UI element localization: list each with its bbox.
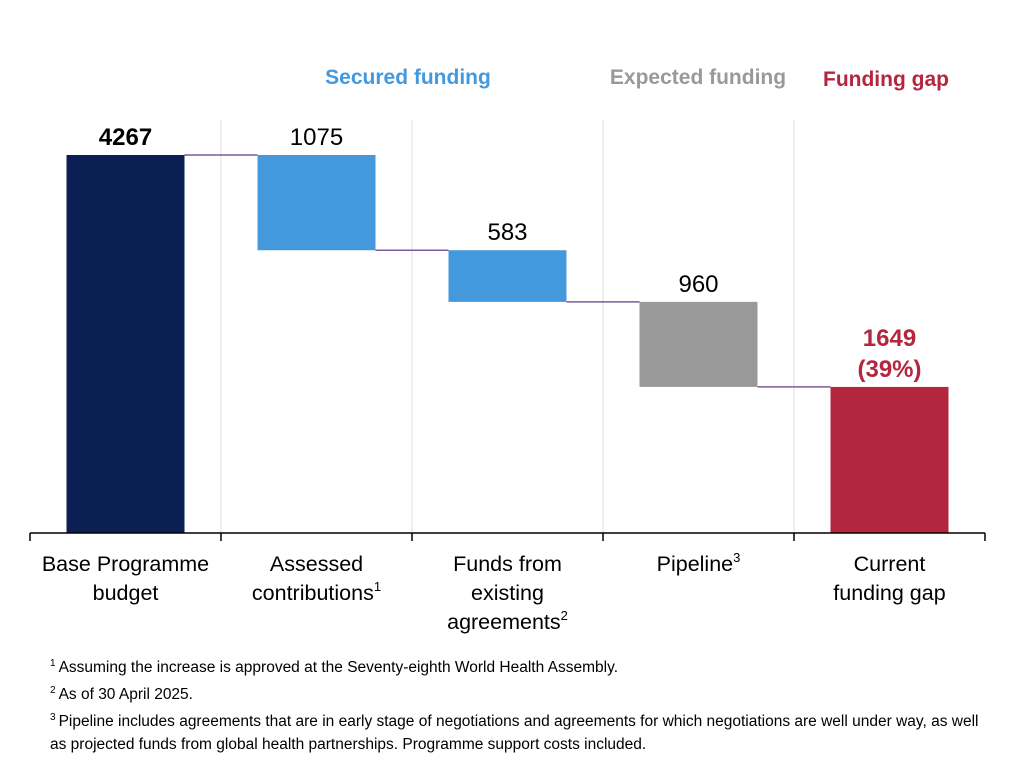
footnote-3: 3 Pipeline includes agreements that are i…: [50, 706, 990, 756]
gridlines: [220, 120, 795, 533]
waterfall-chart: Secured funding Expected funding Funding…: [29, 66, 986, 634]
bar: [830, 386, 949, 533]
legend-secured-funding: Secured funding: [325, 66, 491, 89]
bars: [66, 155, 949, 533]
bar: [257, 155, 376, 251]
legend: Secured funding Expected funding Funding…: [325, 66, 949, 91]
footnotes: 1 Assuming the increase is approved at th…: [50, 652, 990, 756]
connectors: [184, 154, 831, 388]
value-label: 583: [487, 219, 527, 246]
legend-funding-gap: Funding gap: [823, 68, 949, 91]
footnote-3-marker: 3: [50, 712, 56, 723]
value-labels: 4267 1075 583 960 1649 (39%): [99, 124, 922, 383]
bar: [639, 301, 758, 387]
footnote-1-marker: 1: [50, 658, 56, 669]
category-label: Assessed contributions1: [252, 552, 381, 605]
legend-expected-funding: Expected funding: [610, 66, 786, 89]
value-label: 960: [678, 271, 718, 298]
bar: [448, 250, 567, 302]
bar: [66, 155, 185, 533]
value-label: 4267: [99, 124, 152, 151]
footnote-1: 1 Assuming the increase is approved at th…: [50, 652, 990, 679]
footnote-3-text: Pipeline includes agreements that are in…: [50, 713, 979, 753]
category-label: Funds from existing agreements2: [447, 552, 568, 634]
footnote-2-marker: 2: [50, 685, 56, 696]
category-labels: Base Programme budget Assessed contribution…: [29, 533, 986, 634]
value-label: 1075: [290, 124, 343, 151]
footnote-2: 2 As of 30 April 2025.: [50, 679, 990, 706]
value-label: 1649 (39%): [857, 325, 921, 383]
category-label: Pipeline3: [657, 550, 741, 576]
category-label: Base Programme budget: [42, 552, 209, 605]
footnote-1-text: Assuming the increase is approved at the…: [58, 659, 619, 676]
category-label: Current funding gap: [833, 552, 945, 605]
footnote-2-text: As of 30 April 2025.: [58, 686, 193, 703]
